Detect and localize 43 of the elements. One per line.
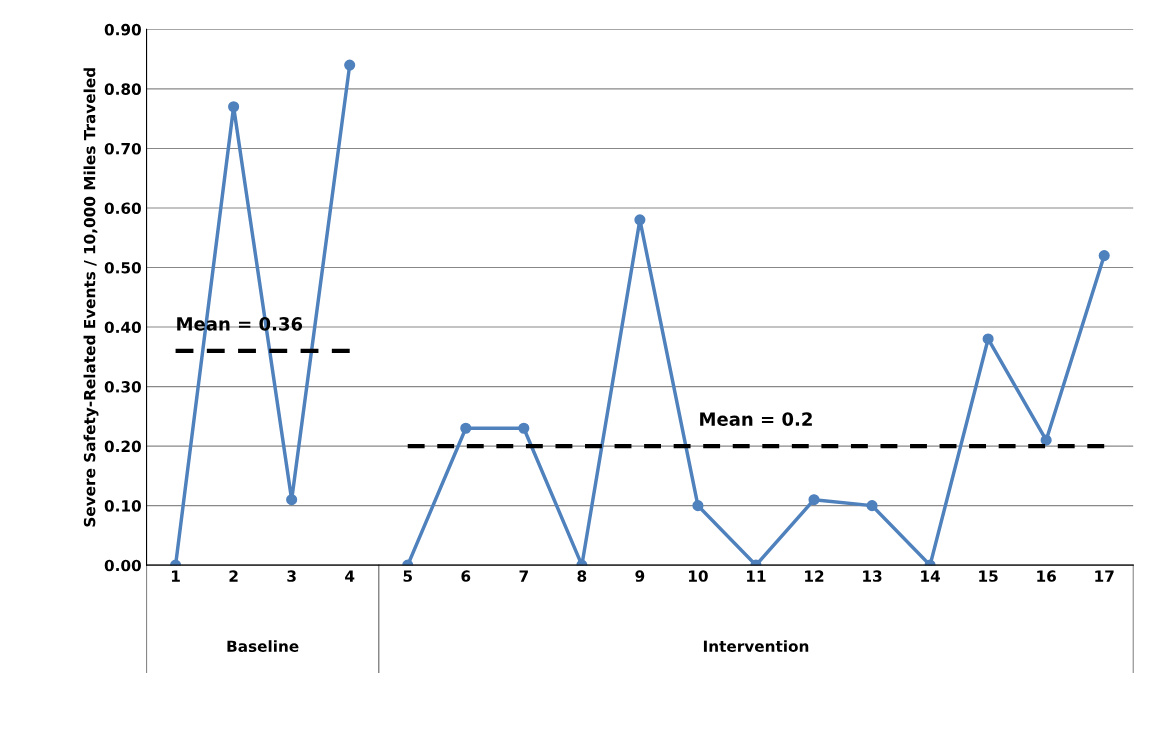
y-tick-label: 0.20	[104, 440, 141, 453]
x-tick-label: 7	[519, 570, 528, 582]
y-tick-label: 0.90	[104, 23, 141, 36]
x-tick-label: 9	[635, 570, 645, 582]
x-tick-label: 2	[229, 570, 238, 582]
x-tick-label: 14	[921, 570, 941, 582]
x-tick-label: 4	[345, 570, 355, 582]
y-tick-label: 0.10	[104, 500, 141, 512]
y-tick-label: 0.00	[104, 559, 141, 572]
x-tick-label: 13	[863, 570, 882, 582]
x-tick-label: 16	[1037, 570, 1056, 582]
y-tick-label: 0.80	[104, 83, 141, 95]
point	[286, 494, 298, 506]
y-axis-title: Severe Safety-Related Events / 10,000 Miles Traveled	[83, 68, 99, 527]
x-tick-label: 11	[747, 570, 766, 582]
point	[460, 422, 472, 434]
x-tick-label: 12	[805, 570, 824, 582]
y-tick-label: 0.70	[104, 142, 141, 155]
point	[1040, 434, 1052, 446]
x-tick-label: 5	[403, 570, 412, 582]
point	[634, 214, 646, 226]
point	[1098, 250, 1110, 262]
annotation: Mean = 0.2	[700, 412, 812, 426]
point	[866, 500, 878, 512]
text: Intervention	[703, 640, 809, 653]
x-tick-label: 15	[979, 570, 998, 582]
point	[518, 422, 530, 434]
x-tick-label: 10	[689, 570, 708, 582]
x-tick-label: 3	[287, 570, 296, 582]
y-tick-label: 0.60	[104, 202, 141, 214]
y-tick-label: 0.40	[104, 321, 141, 334]
point	[982, 333, 994, 345]
point	[228, 101, 240, 113]
x-tick-label: 8	[577, 570, 587, 582]
y-tick-label: 0.30	[104, 381, 141, 393]
point	[808, 494, 820, 506]
x-tick-label: 6	[461, 570, 471, 582]
x-tick-label: 17	[1095, 570, 1114, 582]
text: Baseline	[227, 640, 299, 653]
x-tick-label: 1	[171, 570, 180, 582]
point	[692, 500, 704, 512]
y-tick-label: 0.50	[104, 261, 141, 274]
point	[344, 59, 356, 71]
